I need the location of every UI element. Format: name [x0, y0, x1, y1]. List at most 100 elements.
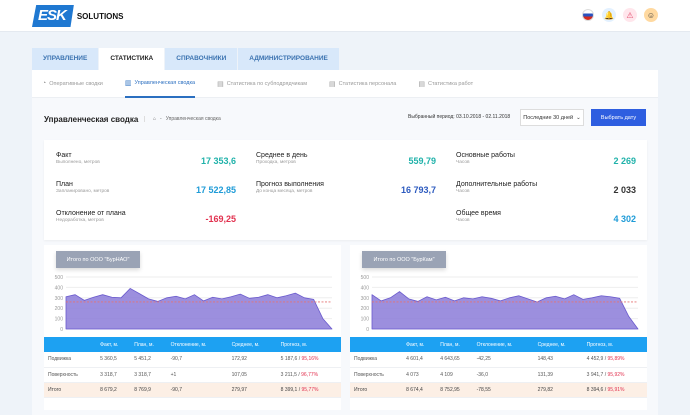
table-cell: 3 318,7: [130, 367, 167, 383]
table-cell: 107,05: [227, 367, 277, 383]
forecast-value: 4 452,9 /: [586, 356, 608, 363]
forecast-percent: 95,91%: [607, 386, 625, 393]
y-tick-label: 300: [55, 296, 64, 302]
table-cell: 8 769,9: [130, 382, 167, 398]
language-flag-icon[interactable]: [581, 8, 595, 22]
table-cell: 5 360,5: [96, 352, 131, 368]
table-cell: 131,39: [533, 367, 583, 383]
table-cell: Поверхность: [350, 367, 403, 383]
kpi-item: Дополнительные работы Часов 2 033: [456, 181, 636, 207]
table-cell: 8 399,1 / 95,77%: [276, 382, 341, 398]
alert-icon[interactable]: ⚠: [623, 8, 637, 22]
kpi-label: Отклонение от плана: [56, 210, 126, 217]
subnav-subcontractors[interactable]: ▤ Статистика по субподрядчикам: [217, 80, 307, 88]
pick-date-button[interactable]: Выбрать дату: [591, 109, 646, 126]
kpi-column-1: Факт Выполнено, метров 17 353,6 План Заплани…: [44, 140, 244, 240]
kpi-subtitle: Часов: [456, 160, 470, 165]
y-tick-label: 400: [55, 285, 64, 291]
table-row: Поверхность 3 318,7 3 318,7 +1 107,05 3 211,5…: [44, 367, 341, 383]
table-row: Подвижка 5 360,5 5 451,2 -90,7 172,92 5 187,6…: [44, 352, 341, 368]
y-tick-label: 500: [55, 275, 64, 281]
selected-period: Выбранный период: 03.10.2018 - 02.11.201…: [408, 114, 511, 120]
table-cell: -36,0: [472, 367, 534, 383]
table-cell: 279,82: [533, 382, 583, 398]
kpi-item: Среднее в день Проходка, метров 559,79: [256, 152, 436, 178]
chart-box-burkam: Итого по ООО "БурКам" 500 400 300 200 100 0 Фа…: [350, 245, 647, 410]
top-bar: ESK SOLUTIONS 🔔 ⚠ ☺: [0, 0, 690, 32]
tab-administration[interactable]: Администрирование: [238, 48, 339, 70]
kpi-subtitle: Недоработка, метров: [56, 218, 104, 223]
tab-management[interactable]: Управление: [32, 48, 99, 70]
forecast-percent: 96,77%: [301, 371, 319, 378]
breadcrumb: ⌂ - Управленческая сводка: [144, 116, 221, 122]
table-cell: 8 679,2: [96, 382, 131, 398]
logo-text: SOLUTIONS: [76, 11, 124, 21]
table-cell: 4 643,65: [436, 352, 473, 368]
table-cell: Подвижка: [44, 352, 97, 368]
table-cell: -90,7: [166, 382, 228, 398]
kpi-value: 2 269: [613, 156, 636, 166]
forecast-percent: 95,16%: [301, 356, 319, 363]
kpi-value: 559,79: [408, 156, 436, 166]
table-cell: 3 941,7 / 95,92%: [582, 367, 647, 383]
kpi-item: Общее время Часов 4 302: [456, 210, 636, 236]
kpi-column-2: Среднее в день Проходка, метров 559,79 Прог…: [244, 140, 444, 240]
home-icon[interactable]: ⌂: [153, 116, 157, 122]
kpi-subtitle: Выполнено, метров: [56, 160, 100, 165]
range-dropdown[interactable]: Последние 30 дней ⌄: [520, 109, 584, 126]
subnav-management-summary[interactable]: ▥ Управленческая сводка: [124, 70, 196, 98]
kpi-item: Прогноз выполнения До конца месяца, метро…: [256, 181, 436, 207]
kpi-label: Общее время: [456, 210, 501, 217]
column-header[interactable]: Прогноз, м.: [582, 337, 647, 352]
logo[interactable]: ESK SOLUTIONS: [32, 5, 124, 27]
bell-icon[interactable]: 🔔: [602, 8, 616, 22]
table-cell: 8 394,6 / 95,91%: [582, 382, 647, 398]
column-header[interactable]: Прогноз, м.: [276, 337, 341, 352]
forecast-percent: 95,89%: [607, 356, 625, 363]
breadcrumb-item[interactable]: Управленческая сводка: [165, 116, 221, 122]
kpi-value: 16 793,7: [400, 185, 436, 195]
y-tick-label: 0: [366, 327, 369, 333]
subnav-staff[interactable]: ▤ Статистика персонала: [329, 80, 397, 88]
table-cell: -90,7: [166, 352, 228, 368]
y-tick-label: 300: [361, 296, 370, 302]
top-icons: 🔔 ⚠ ☺: [581, 8, 658, 22]
table-header-row: Факт, м. План, м. Отклонение, м. Среднее, м…: [350, 337, 647, 352]
chart-title: Итого по ООО "БурКам": [362, 251, 446, 268]
main-tabs: Управление Статистика Справочники Админи…: [32, 48, 339, 70]
kpi-item: Отклонение от плана Недоработка, метров -1…: [56, 210, 236, 236]
table-cell: 5 187,6 / 95,16%: [276, 352, 341, 368]
column-header[interactable]: Факт, м.: [402, 337, 437, 352]
kpi-subtitle: Запланировано, метров: [56, 189, 110, 194]
column-header[interactable]: Среднее, м.: [533, 337, 583, 352]
column-header[interactable]: План, м.: [130, 337, 167, 352]
table-cell: 279,97: [227, 382, 277, 398]
column-header[interactable]: План, м.: [436, 337, 473, 352]
summary-table: Факт, м. План, м. Отклонение, м. Среднее, м…: [44, 337, 341, 398]
column-header[interactable]: Отклонение, м.: [166, 337, 228, 352]
kpi-label: Среднее в день: [256, 152, 308, 159]
user-avatar-icon[interactable]: ☺: [644, 8, 658, 22]
tab-references[interactable]: Справочники: [165, 48, 238, 70]
subnav-works[interactable]: ▤ Статистика работ: [418, 80, 474, 88]
forecast-value: 5 187,6 /: [280, 356, 302, 363]
page-header: Управленческая сводка ⌂ - Управленческая …: [32, 106, 658, 132]
chevron-down-icon: ⌄: [576, 114, 581, 121]
main-panel: ◔ Оперативные сводки ▥ Управленческая свод…: [32, 70, 658, 415]
forecast-percent: 95,92%: [607, 371, 625, 378]
table-cell: 3 318,7: [96, 367, 131, 383]
table-cell: Подвижка: [350, 352, 403, 368]
chart-icon: ▥: [124, 79, 132, 87]
column-header[interactable]: Отклонение, м.: [472, 337, 534, 352]
sub-navigation: ◔ Оперативные сводки ▥ Управленческая свод…: [32, 70, 658, 98]
subnav-operational[interactable]: ◔ Оперативные сводки: [42, 80, 103, 87]
column-header[interactable]: Факт, м.: [96, 337, 131, 352]
tab-statistics[interactable]: Статистика: [99, 48, 165, 70]
kpi-label: Основные работы: [456, 152, 515, 159]
table-cell: 4 601,4: [402, 352, 437, 368]
y-tick-label: 0: [60, 327, 63, 333]
y-tick-label: 400: [361, 285, 370, 291]
column-header[interactable]: Среднее, м.: [227, 337, 277, 352]
table-row: Итого 8 674,4 8 752,95 -78,55 279,82 8 394,6 …: [350, 382, 647, 398]
area-chart: 500 400 300 200 100 0: [55, 275, 333, 333]
